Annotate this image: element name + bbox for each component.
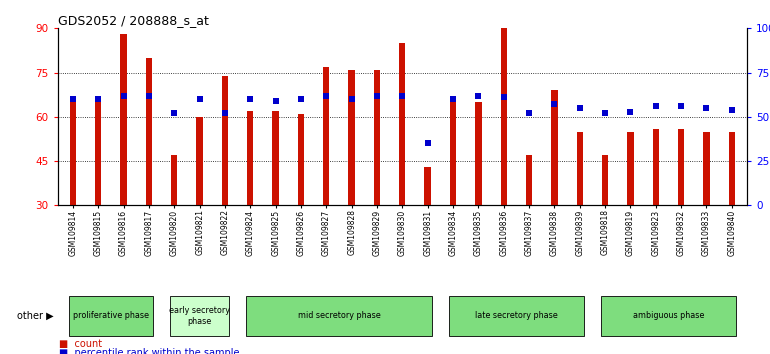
Bar: [424, 167, 431, 294]
Bar: [577, 132, 583, 294]
Text: ■  percentile rank within the sample: ■ percentile rank within the sample: [59, 348, 239, 354]
Text: mid secretory phase: mid secretory phase: [298, 312, 380, 320]
Bar: [728, 132, 735, 294]
Text: proliferative phase: proliferative phase: [73, 312, 149, 320]
Text: early secretory
phase: early secretory phase: [169, 306, 230, 326]
Bar: [703, 132, 709, 294]
Text: other ▶: other ▶: [17, 311, 54, 321]
Bar: [171, 155, 177, 294]
Point: [371, 93, 383, 98]
Bar: [146, 58, 152, 294]
Text: ■  count: ■ count: [59, 339, 102, 349]
Point: [118, 93, 130, 98]
Point: [472, 93, 484, 98]
Bar: [70, 96, 76, 294]
Point: [599, 110, 611, 116]
Bar: [526, 155, 532, 294]
Bar: [95, 96, 102, 294]
Point: [219, 110, 231, 116]
Bar: [120, 34, 127, 294]
Point: [142, 93, 155, 98]
Bar: [323, 67, 330, 294]
Point: [193, 96, 206, 102]
Point: [650, 103, 662, 109]
Point: [574, 105, 586, 111]
Bar: [196, 117, 203, 294]
Point: [346, 96, 358, 102]
Bar: [551, 90, 557, 294]
Bar: [399, 43, 406, 294]
Bar: [652, 129, 659, 294]
Point: [92, 96, 105, 102]
Bar: [678, 129, 685, 294]
Bar: [222, 75, 228, 294]
Point: [624, 109, 637, 114]
Text: late secretory phase: late secretory phase: [475, 312, 557, 320]
Point: [548, 102, 561, 107]
Bar: [273, 111, 279, 294]
Bar: [349, 70, 355, 294]
Point: [270, 98, 282, 104]
Bar: [475, 102, 481, 294]
Text: GDS2052 / 208888_s_at: GDS2052 / 208888_s_at: [58, 14, 209, 27]
Bar: [298, 114, 304, 294]
Point: [168, 110, 180, 116]
Point: [675, 103, 687, 109]
Bar: [373, 70, 380, 294]
Point: [396, 93, 408, 98]
Bar: [628, 132, 634, 294]
Point: [67, 96, 79, 102]
Text: ambiguous phase: ambiguous phase: [633, 312, 704, 320]
Point: [447, 96, 459, 102]
Point: [725, 107, 738, 113]
Point: [497, 95, 510, 100]
Point: [320, 93, 333, 98]
Point: [421, 141, 434, 146]
Bar: [602, 155, 608, 294]
Point: [244, 96, 256, 102]
Point: [295, 96, 307, 102]
Bar: [247, 111, 253, 294]
Bar: [500, 28, 507, 294]
Bar: [450, 96, 456, 294]
Point: [523, 110, 535, 116]
Point: [700, 105, 712, 111]
